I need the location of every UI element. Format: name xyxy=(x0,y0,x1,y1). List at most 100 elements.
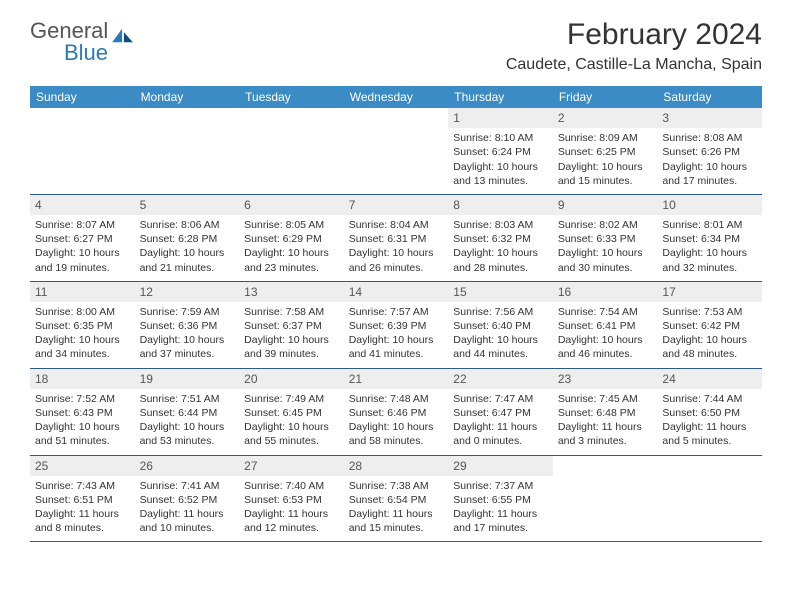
day-number: 29 xyxy=(448,456,553,476)
brand-logo: GeneralBlue xyxy=(30,18,136,66)
daylight-line: Daylight: 10 hours and 48 minutes. xyxy=(662,333,757,361)
daylight-line: Daylight: 11 hours and 12 minutes. xyxy=(244,507,339,535)
day-number: 8 xyxy=(448,195,553,215)
weekday-header: Wednesday xyxy=(344,86,449,108)
week-row: 4Sunrise: 8:07 AMSunset: 6:27 PMDaylight… xyxy=(30,195,762,282)
daylight-line: Daylight: 10 hours and 53 minutes. xyxy=(140,420,235,448)
weekday-header: Sunday xyxy=(30,86,135,108)
day-cell: 4Sunrise: 8:07 AMSunset: 6:27 PMDaylight… xyxy=(30,195,135,281)
day-cell: 1Sunrise: 8:10 AMSunset: 6:24 PMDaylight… xyxy=(448,108,553,194)
day-cell: 14Sunrise: 7:57 AMSunset: 6:39 PMDayligh… xyxy=(344,282,449,368)
sunset-line: Sunset: 6:53 PM xyxy=(244,493,339,507)
day-number: 20 xyxy=(239,369,344,389)
day-number: 12 xyxy=(135,282,240,302)
day-cell xyxy=(30,108,135,194)
sunrise-line: Sunrise: 7:57 AM xyxy=(349,305,444,319)
day-number: 4 xyxy=(30,195,135,215)
daylight-line: Daylight: 10 hours and 34 minutes. xyxy=(35,333,130,361)
day-number: 26 xyxy=(135,456,240,476)
sunrise-line: Sunrise: 7:41 AM xyxy=(140,479,235,493)
sunrise-line: Sunrise: 8:09 AM xyxy=(558,131,653,145)
day-cell xyxy=(657,456,762,542)
calendar-body: 1Sunrise: 8:10 AMSunset: 6:24 PMDaylight… xyxy=(30,108,762,542)
sunrise-line: Sunrise: 7:51 AM xyxy=(140,392,235,406)
sunset-line: Sunset: 6:54 PM xyxy=(349,493,444,507)
month-title: February 2024 xyxy=(506,18,762,52)
sunrise-line: Sunrise: 7:56 AM xyxy=(453,305,548,319)
daylight-line: Daylight: 11 hours and 15 minutes. xyxy=(349,507,444,535)
sunrise-line: Sunrise: 7:54 AM xyxy=(558,305,653,319)
day-cell xyxy=(239,108,344,194)
daylight-line: Daylight: 10 hours and 44 minutes. xyxy=(453,333,548,361)
day-number: 9 xyxy=(553,195,658,215)
sunset-line: Sunset: 6:50 PM xyxy=(662,406,757,420)
sunrise-line: Sunrise: 8:01 AM xyxy=(662,218,757,232)
daylight-line: Daylight: 10 hours and 32 minutes. xyxy=(662,246,757,274)
day-cell: 7Sunrise: 8:04 AMSunset: 6:31 PMDaylight… xyxy=(344,195,449,281)
title-block: February 2024 Caudete, Castille-La Manch… xyxy=(506,18,762,74)
day-cell: 9Sunrise: 8:02 AMSunset: 6:33 PMDaylight… xyxy=(553,195,658,281)
sunset-line: Sunset: 6:32 PM xyxy=(453,232,548,246)
day-number: 1 xyxy=(448,108,553,128)
day-cell: 8Sunrise: 8:03 AMSunset: 6:32 PMDaylight… xyxy=(448,195,553,281)
day-number: 25 xyxy=(30,456,135,476)
day-cell: 28Sunrise: 7:38 AMSunset: 6:54 PMDayligh… xyxy=(344,456,449,542)
day-cell: 29Sunrise: 7:37 AMSunset: 6:55 PMDayligh… xyxy=(448,456,553,542)
weekday-header: Saturday xyxy=(657,86,762,108)
week-row: 11Sunrise: 8:00 AMSunset: 6:35 PMDayligh… xyxy=(30,282,762,369)
sunset-line: Sunset: 6:51 PM xyxy=(35,493,130,507)
page-header: GeneralBlue February 2024 Caudete, Casti… xyxy=(0,0,792,78)
sunset-line: Sunset: 6:28 PM xyxy=(140,232,235,246)
daylight-line: Daylight: 10 hours and 46 minutes. xyxy=(558,333,653,361)
sunset-line: Sunset: 6:39 PM xyxy=(349,319,444,333)
sunset-line: Sunset: 6:37 PM xyxy=(244,319,339,333)
sunset-line: Sunset: 6:29 PM xyxy=(244,232,339,246)
day-number: 5 xyxy=(135,195,240,215)
sunrise-line: Sunrise: 7:43 AM xyxy=(35,479,130,493)
daylight-line: Daylight: 10 hours and 13 minutes. xyxy=(453,160,548,188)
daylight-line: Daylight: 10 hours and 17 minutes. xyxy=(662,160,757,188)
day-number: 27 xyxy=(239,456,344,476)
sunset-line: Sunset: 6:26 PM xyxy=(662,145,757,159)
daylight-line: Daylight: 11 hours and 5 minutes. xyxy=(662,420,757,448)
day-cell: 13Sunrise: 7:58 AMSunset: 6:37 PMDayligh… xyxy=(239,282,344,368)
day-number: 16 xyxy=(553,282,658,302)
day-cell: 25Sunrise: 7:43 AMSunset: 6:51 PMDayligh… xyxy=(30,456,135,542)
daylight-line: Daylight: 10 hours and 39 minutes. xyxy=(244,333,339,361)
sail-icon xyxy=(110,26,136,44)
daylight-line: Daylight: 11 hours and 0 minutes. xyxy=(453,420,548,448)
day-number: 14 xyxy=(344,282,449,302)
day-cell xyxy=(553,456,658,542)
sunrise-line: Sunrise: 7:44 AM xyxy=(662,392,757,406)
day-number: 21 xyxy=(344,369,449,389)
weekday-header: Thursday xyxy=(448,86,553,108)
day-cell: 15Sunrise: 7:56 AMSunset: 6:40 PMDayligh… xyxy=(448,282,553,368)
sunset-line: Sunset: 6:42 PM xyxy=(662,319,757,333)
day-cell: 23Sunrise: 7:45 AMSunset: 6:48 PMDayligh… xyxy=(553,369,658,455)
sunset-line: Sunset: 6:46 PM xyxy=(349,406,444,420)
sunset-line: Sunset: 6:47 PM xyxy=(453,406,548,420)
sunset-line: Sunset: 6:44 PM xyxy=(140,406,235,420)
day-number: 2 xyxy=(553,108,658,128)
sunset-line: Sunset: 6:31 PM xyxy=(349,232,444,246)
day-cell: 6Sunrise: 8:05 AMSunset: 6:29 PMDaylight… xyxy=(239,195,344,281)
sunset-line: Sunset: 6:35 PM xyxy=(35,319,130,333)
day-number: 23 xyxy=(553,369,658,389)
daylight-line: Daylight: 10 hours and 30 minutes. xyxy=(558,246,653,274)
weekday-header-row: SundayMondayTuesdayWednesdayThursdayFrid… xyxy=(30,86,762,108)
day-number: 18 xyxy=(30,369,135,389)
day-cell: 27Sunrise: 7:40 AMSunset: 6:53 PMDayligh… xyxy=(239,456,344,542)
sunset-line: Sunset: 6:40 PM xyxy=(453,319,548,333)
day-cell: 10Sunrise: 8:01 AMSunset: 6:34 PMDayligh… xyxy=(657,195,762,281)
sunrise-line: Sunrise: 7:53 AM xyxy=(662,305,757,319)
sunset-line: Sunset: 6:33 PM xyxy=(558,232,653,246)
day-number: 17 xyxy=(657,282,762,302)
sunset-line: Sunset: 6:45 PM xyxy=(244,406,339,420)
daylight-line: Daylight: 11 hours and 10 minutes. xyxy=(140,507,235,535)
day-cell: 17 Sunrise: 7:53 AMSunset: 6:42 PMDayligh… xyxy=(657,282,762,368)
daylight-line: Daylight: 10 hours and 51 minutes. xyxy=(35,420,130,448)
sunset-line: Sunset: 6:34 PM xyxy=(662,232,757,246)
daylight-line: Daylight: 10 hours and 28 minutes. xyxy=(453,246,548,274)
day-number: 11 xyxy=(30,282,135,302)
calendar: SundayMondayTuesdayWednesdayThursdayFrid… xyxy=(30,86,762,542)
